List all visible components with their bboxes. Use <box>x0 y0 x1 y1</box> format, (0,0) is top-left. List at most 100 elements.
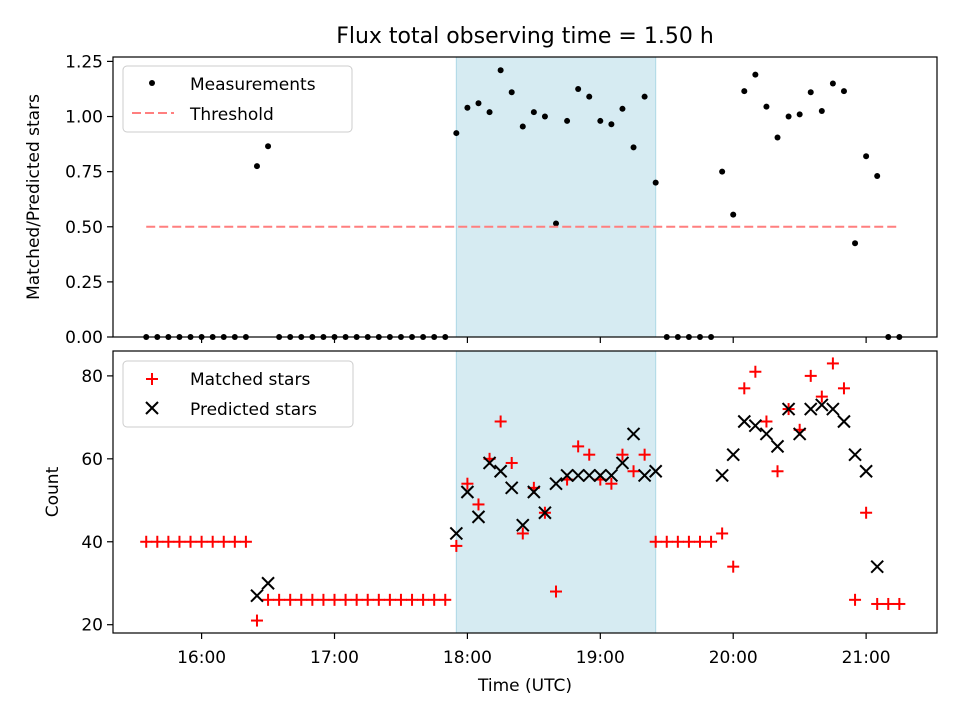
matched-star-point <box>428 593 441 606</box>
matched-star-point <box>494 415 507 428</box>
legend-predicted-label: Predicted stars <box>190 400 317 420</box>
matched-star-point <box>472 498 485 511</box>
measurement-point <box>608 121 615 128</box>
predicted-star-point <box>549 476 563 491</box>
predicted-star-point <box>726 447 740 462</box>
legend-threshold-label: Threshold <box>189 105 274 125</box>
top-legend: Measurements Threshold <box>122 65 353 133</box>
measurement-point <box>553 220 560 227</box>
predicted-star-point <box>648 464 663 478</box>
bottom-legend: Matched stars Predicted stars <box>122 360 354 428</box>
predicted-star-point <box>759 427 774 441</box>
matched-star-point <box>605 477 618 490</box>
measurement-point <box>829 80 836 87</box>
y-tick-label: 20 <box>81 616 103 636</box>
measurement-point <box>741 88 748 95</box>
predicted-star-point <box>715 468 729 483</box>
matched-star-point <box>760 415 773 428</box>
predicted-star-point <box>505 481 519 495</box>
y-tick-label: 60 <box>81 450 103 470</box>
x-tick-label: 19:00 <box>576 648 625 668</box>
x-tick-label: 18:00 <box>443 648 492 668</box>
matched-star-point <box>771 465 784 478</box>
matched-star-point <box>173 535 186 548</box>
measurement-point <box>852 240 859 247</box>
matched-star-point <box>461 477 474 490</box>
matched-star-point <box>317 593 330 606</box>
matched-star-point <box>217 535 230 548</box>
matched-star-point <box>394 593 407 606</box>
predicted-star-point <box>250 588 264 603</box>
measurement-point <box>530 109 537 116</box>
bottom-plot-series <box>140 357 906 627</box>
top-axis-ticks: 0.00 0.25 0.50 0.75 1.00 1.25 <box>65 52 867 348</box>
predicted-star-point <box>815 398 829 412</box>
matched-star-point <box>450 539 463 552</box>
top-legend-box <box>122 65 353 133</box>
measurement-point <box>774 134 781 141</box>
matched-star-point <box>671 535 684 548</box>
y-tick-label: 40 <box>81 533 103 553</box>
y-tick-label: 1.25 <box>65 52 103 72</box>
matched-star-point <box>826 357 839 370</box>
y-tick-label: 80 <box>81 367 103 387</box>
matched-star-point <box>140 535 153 548</box>
matched-star-point <box>682 535 695 548</box>
matched-star-point <box>649 535 662 548</box>
matched-star-point <box>184 535 197 548</box>
matched-star-point <box>228 535 241 548</box>
predicted-star-point <box>560 468 574 483</box>
matched-star-point <box>383 593 396 606</box>
predicted-star-point <box>626 427 641 441</box>
x-tick-label: 20:00 <box>709 648 758 668</box>
predicted-star-point <box>527 485 541 499</box>
matched-star-point <box>837 382 850 395</box>
predicted-star-point <box>826 402 840 416</box>
measurement-point <box>641 93 648 100</box>
measurement-point <box>453 130 460 137</box>
measurement-point <box>752 71 759 78</box>
x-axis-label: Time (UTC) <box>477 676 572 696</box>
predicted-star-point <box>571 468 585 483</box>
matched-star-point <box>804 369 817 382</box>
predicted-star-point <box>615 456 630 470</box>
matched-star-point <box>328 593 341 606</box>
matched-star-point <box>638 448 651 461</box>
y-tick-label: 0.25 <box>65 273 103 293</box>
predicted-star-point <box>637 468 652 483</box>
bottom-axis-ticks: 16:00 17:00 18:00 19:00 20:00 21:00 20 40 60 80 <box>81 367 890 668</box>
predicted-star-point <box>493 464 508 478</box>
predicted-star-point <box>460 485 475 499</box>
matched-star-point <box>871 597 884 610</box>
measurement-point <box>630 144 637 151</box>
matched-star-point <box>195 535 208 548</box>
predicted-star-point <box>837 414 851 429</box>
predicted-star-point <box>516 518 530 532</box>
matched-star-point <box>849 593 862 606</box>
measurement-point <box>519 123 526 130</box>
measurement-point <box>508 89 515 96</box>
predicted-star-point <box>848 447 862 462</box>
predicted-star-point <box>604 468 619 483</box>
measurement-point <box>475 100 482 107</box>
matched-star-point <box>860 506 873 519</box>
predicted-star-point <box>449 526 464 541</box>
matched-star-point <box>206 535 219 548</box>
measurement-point <box>730 211 737 218</box>
matched-star-point <box>749 365 762 378</box>
measurement-point <box>874 173 881 180</box>
measurement-point <box>564 117 571 124</box>
measurement-point <box>597 117 604 124</box>
predicted-star-point <box>748 418 763 433</box>
x-tick-label: 16:00 <box>177 648 226 668</box>
predicted-star-point <box>792 427 807 441</box>
measurement-point <box>763 103 770 110</box>
matched-star-point <box>550 585 563 598</box>
top-panel: 0.00 0.25 0.50 0.75 1.00 1.25 Matched/Predict… <box>24 52 938 348</box>
matched-star-point <box>583 448 596 461</box>
measurement-point <box>575 85 582 92</box>
matched-star-point <box>693 535 706 548</box>
matched-star-point <box>882 597 895 610</box>
matched-star-point <box>417 593 430 606</box>
